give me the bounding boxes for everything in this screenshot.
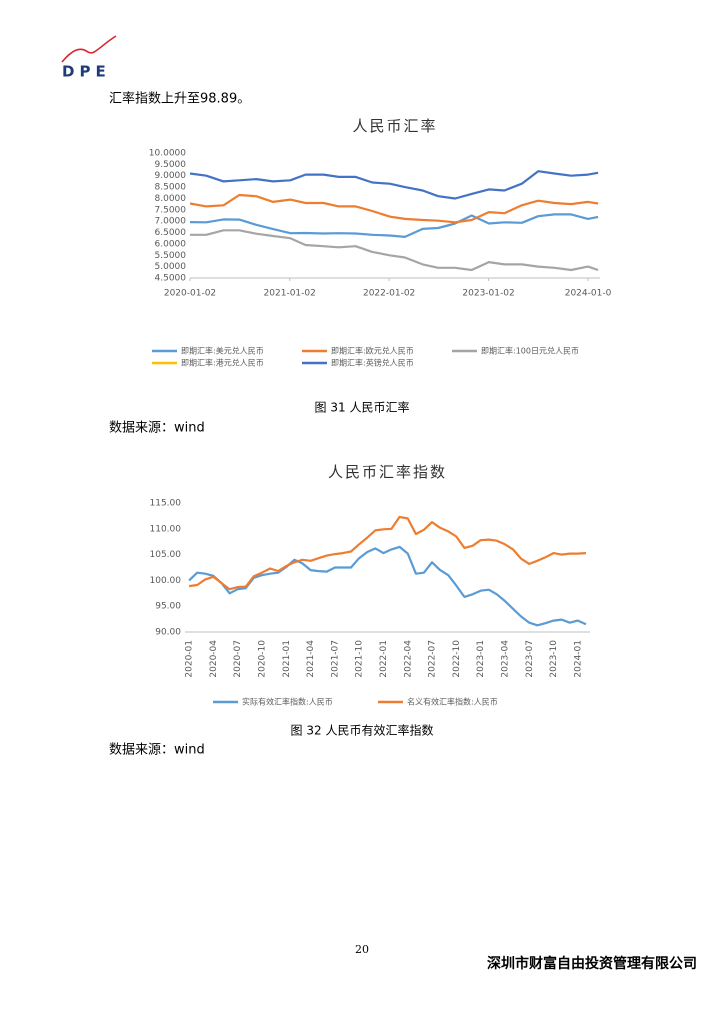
x-tick-label: 2024-01-0 (565, 289, 612, 299)
legend-label: 即期汇率:欧元兑人民币 (331, 346, 414, 356)
x-tick-label: 2020-01 (185, 640, 195, 678)
logo: DPE (62, 63, 111, 81)
legend-label: 即期汇率:100日元兑人民币 (481, 346, 579, 356)
y-tick-label: 4.5000 (155, 274, 187, 284)
x-tick-label: 2020-01-02 (164, 289, 216, 299)
x-tick-label: 2022-01 (379, 640, 389, 678)
y-tick-label: 5.0000 (155, 262, 187, 272)
x-tick-label: 2021-10 (355, 640, 365, 678)
x-tick-label: 2024-01 (573, 640, 583, 678)
x-tick-label: 2020-04 (209, 640, 219, 678)
caption: 图 31 人民币汇率 (315, 400, 410, 415)
source: 数据来源：wind (109, 743, 205, 758)
y-tick-label: 8.5000 (155, 183, 187, 193)
y-tick-label: 10.0000 (149, 149, 186, 159)
series-line (190, 170, 599, 200)
x-tick-label: 2023-04 (500, 640, 510, 678)
legend-label: 即期汇率:港元兑人民币 (181, 358, 264, 368)
plot-area (190, 170, 599, 272)
plot-area (188, 515, 587, 627)
y-tick-label: 8.0000 (155, 194, 187, 204)
y-tick-label: 100.00 (150, 576, 182, 586)
x-tick-label: 2023-07 (525, 640, 535, 678)
y-tick-label: 115.00 (150, 499, 182, 509)
x-tick-label: 2022-07 (428, 640, 438, 678)
series-line (190, 213, 599, 238)
x-tick-label: 2023-01-02 (462, 289, 514, 299)
legend-label: 实际有效汇率指数:人民币 (242, 697, 333, 707)
x-tick-label: 2022-10 (452, 640, 462, 678)
y-tick-label: 110.00 (150, 524, 182, 534)
x-tick-label: 2023-10 (549, 640, 559, 678)
y-tick-label: 6.0000 (155, 239, 187, 249)
x-tick-label: 2021-01-02 (264, 289, 316, 299)
caption: 图 32 人民币有效汇率指数 (291, 723, 434, 738)
series-line (190, 229, 599, 272)
y-tick-label: 7.0000 (155, 217, 187, 227)
logo-swoosh (61, 35, 117, 63)
y-tick-label: 95.00 (155, 602, 181, 612)
y-tick-label: 105.00 (150, 550, 182, 560)
series-line (188, 545, 587, 627)
y-tick-label: 7.5000 (155, 205, 187, 215)
x-tick-label: 2020-07 (233, 640, 243, 678)
series-line (188, 515, 587, 591)
chart-title: 人民币汇率指数 (328, 463, 447, 481)
y-tick-label: 90.00 (155, 628, 181, 638)
source: 数据来源：wind (109, 421, 205, 436)
x-tick-label: 2020-10 (257, 640, 267, 678)
series-line (190, 193, 599, 224)
y-tick-label: 5.5000 (155, 251, 187, 261)
x-tick-label: 2023-01 (476, 640, 486, 678)
legend-label: 即期汇率:英镑兑人民币 (331, 358, 414, 368)
x-tick-label: 2021-01 (282, 640, 292, 678)
chart-title: 人民币汇率 (352, 117, 437, 135)
x-tick-label: 2021-07 (330, 640, 340, 678)
x-tick-label: 2021-04 (306, 640, 316, 678)
y-tick-label: 6.5000 (155, 228, 187, 238)
x-tick-label: 2022-04 (403, 640, 413, 678)
company: 深圳市财富自由投资管理有限公司 (487, 955, 697, 972)
page-number: 20 (355, 943, 369, 956)
y-tick-label: 9.0000 (155, 171, 187, 181)
legend-label: 名义有效汇率指数:人民币 (407, 697, 498, 707)
intro: 汇率指数上升至98.89。 (109, 91, 250, 107)
legend-label: 即期汇率:美元兑人民币 (181, 346, 264, 356)
x-tick-label: 2022-01-02 (363, 289, 415, 299)
y-tick-label: 9.5000 (155, 160, 187, 170)
